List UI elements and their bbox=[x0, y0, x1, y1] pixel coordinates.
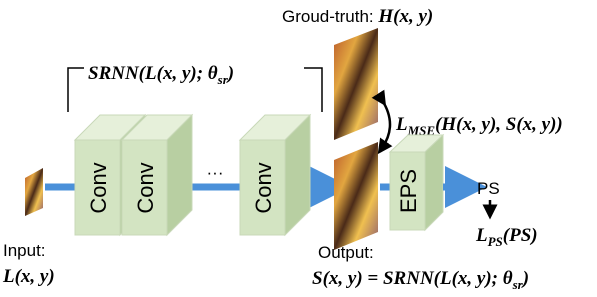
conv-block: Conv bbox=[122, 115, 192, 235]
ground-truth-caption: Groud-truth: H(x, y) bbox=[282, 6, 433, 27]
ps-loss: LPS(PS) bbox=[475, 225, 538, 249]
output-image bbox=[334, 142, 378, 250]
eps-label: EPS bbox=[396, 169, 421, 213]
conv-block: Conv bbox=[240, 115, 310, 235]
diagram: Groud-truth: H(x, y) SRNN(L(x, y); θsr) … bbox=[0, 0, 597, 297]
eps-block: EPS bbox=[390, 135, 443, 230]
input-caption: Input: bbox=[3, 241, 46, 260]
ellipsis: ··· bbox=[207, 163, 224, 182]
layer-label: Conv bbox=[133, 162, 158, 213]
srnn-label: SRNN(L(x, y); θsr) bbox=[88, 63, 234, 87]
mse-arrow bbox=[382, 100, 390, 148]
mse-loss: LMSE(H(x, y), S(x, y)) bbox=[395, 114, 563, 138]
input-math: L(x, y) bbox=[2, 266, 55, 287]
ground-truth-image bbox=[334, 28, 378, 140]
output-math: S(x, y) = SRNN(L(x, y); θsr) bbox=[312, 268, 529, 292]
layer-label: Conv bbox=[251, 162, 276, 213]
layer-label: Conv bbox=[86, 162, 111, 213]
ps-label: PS bbox=[477, 179, 500, 198]
output-caption: Output: bbox=[318, 243, 374, 262]
input-image bbox=[25, 168, 43, 216]
